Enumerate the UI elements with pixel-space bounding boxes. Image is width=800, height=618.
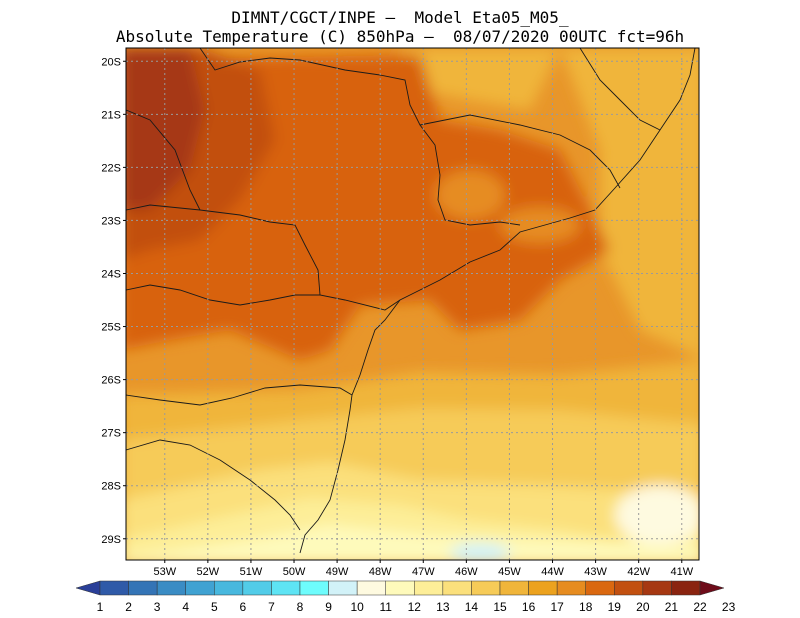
colorbar-label: 4 [182, 600, 189, 614]
state-border-mg-sp [199, 48, 521, 226]
latitude-label: 29S [101, 534, 121, 546]
coastline [299, 48, 696, 554]
colorbar-swatch [99, 580, 129, 596]
colorbar-label: 14 [465, 600, 479, 614]
colorbar-label: 12 [408, 600, 422, 614]
field-16c-east [560, 48, 699, 358]
longitude-label: 49W [326, 566, 349, 578]
map-frame [125, 47, 700, 561]
colorbar-swatch [528, 580, 558, 596]
colorbar-swatch [214, 580, 244, 596]
latitude-label: 26S [101, 375, 121, 387]
map-title-line-2: Absolute Temperature (C) 850hPa – 08/07/… [115, 27, 685, 46]
colorbar-swatch [271, 580, 301, 596]
colorbar-label: 7 [268, 600, 275, 614]
state-border-pr-sc [126, 384, 353, 406]
border-paraguay-argentina [126, 284, 320, 306]
temperature-field [126, 48, 699, 560]
colorbar-label: 1 [97, 600, 104, 614]
colorbar-arrow-left [75, 580, 101, 596]
colorbar-label: 22 [693, 600, 707, 614]
longitude-label: 43W [584, 566, 607, 578]
map-title-line-1: DIMNT/CGCT/INPE – Model Eta05_M05_ [231, 8, 569, 27]
field-18c-pocket-2 [500, 207, 580, 243]
colorbar-label: 20 [636, 600, 650, 614]
colorbar-swatch [128, 580, 158, 596]
latitude-label: 22S [101, 162, 121, 174]
longitude-label: 44W [541, 566, 564, 578]
colorbar-swatch [356, 580, 386, 596]
field-21c-west [126, 48, 205, 210]
colorbar-swatch [242, 580, 272, 596]
longitude-label: 53W [153, 566, 176, 578]
colorbar-label: 8 [297, 600, 304, 614]
latitude-label: 27S [101, 428, 121, 440]
colorbar-label: 23 [722, 600, 736, 614]
colorbar-label: 13 [436, 600, 450, 614]
longitude-label: 41W [670, 566, 693, 578]
longitude-label: 50W [283, 566, 306, 578]
colorbar-label: 16 [522, 600, 536, 614]
colorbar-label: 6 [240, 600, 247, 614]
colorbar-swatch [185, 580, 215, 596]
colorbar-swatch [499, 580, 529, 596]
latitude-label: 23S [101, 215, 121, 227]
latitude-label: 28S [101, 481, 121, 493]
colorbar-swatch [556, 580, 586, 596]
coastline-and-borders [126, 48, 696, 554]
colorbar-label: 18 [579, 600, 593, 614]
colorbar-arrow-right [699, 580, 725, 596]
colorbar-labels: 1 2 3 4 5 6 7 8 9 10 11 12 13 14 15 16 17 18 19 20 21 22 23 [97, 600, 736, 614]
longitude-label: 46W [455, 566, 478, 578]
colorbar-swatch [414, 580, 444, 596]
longitude-label: 47W [412, 566, 435, 578]
longitude-labels: 53W 52W 51W 50W 49W 48W 47W 46W 45W 44W 43W 42W 41W [153, 560, 694, 578]
colorbar-label: 5 [211, 600, 218, 614]
colorbar-swatch [442, 580, 472, 596]
graticule [126, 48, 699, 560]
colorbar-label: 17 [550, 600, 564, 614]
colorbar-swatch [328, 580, 358, 596]
colorbar-label: 11 [379, 600, 392, 614]
longitude-label: 42W [627, 566, 650, 578]
colorbar-swatch [614, 580, 644, 596]
state-border-sc-rs [126, 439, 301, 531]
latitude-label: 21S [101, 109, 121, 121]
longitude-label: 45W [498, 566, 521, 578]
field-18c-pocket [435, 170, 505, 220]
colorbar-label: 10 [350, 600, 364, 614]
field-12c-band [126, 525, 699, 560]
colorbar-swatch [671, 580, 701, 596]
colorbar-swatch [642, 580, 672, 596]
field-11c-pocket [615, 485, 699, 545]
colorbar-label: 2 [125, 600, 132, 614]
state-border-mg-es [579, 48, 661, 131]
state-border-sp-pr [126, 204, 401, 311]
colorbar-label: 21 [665, 600, 679, 614]
field-16c-north [400, 48, 560, 110]
colorbar-swatch [156, 580, 186, 596]
latitude-label: 20S [101, 56, 121, 68]
latitude-labels: 20S 21S 22S 23S 24S 25S 26S 27S 28S 29S [101, 56, 126, 546]
colorbar-label: 3 [154, 600, 161, 614]
colorbar [75, 580, 725, 596]
colorbar-swatch [471, 580, 501, 596]
colorbar-label: 9 [325, 600, 332, 614]
longitude-label: 48W [369, 566, 392, 578]
state-border-ms [126, 109, 201, 211]
longitude-label: 52W [197, 566, 220, 578]
colorbar-swatch [385, 580, 415, 596]
colorbar-label: 19 [608, 600, 622, 614]
latitude-label: 25S [101, 322, 121, 334]
field-10c-pocket [450, 543, 510, 560]
colorbar-swatch [299, 580, 329, 596]
latitude-label: 24S [101, 268, 121, 280]
colorbar-swatch [585, 580, 615, 596]
state-border-mg-rj [419, 114, 621, 189]
colorbar-label: 15 [493, 600, 507, 614]
longitude-label: 51W [240, 566, 263, 578]
